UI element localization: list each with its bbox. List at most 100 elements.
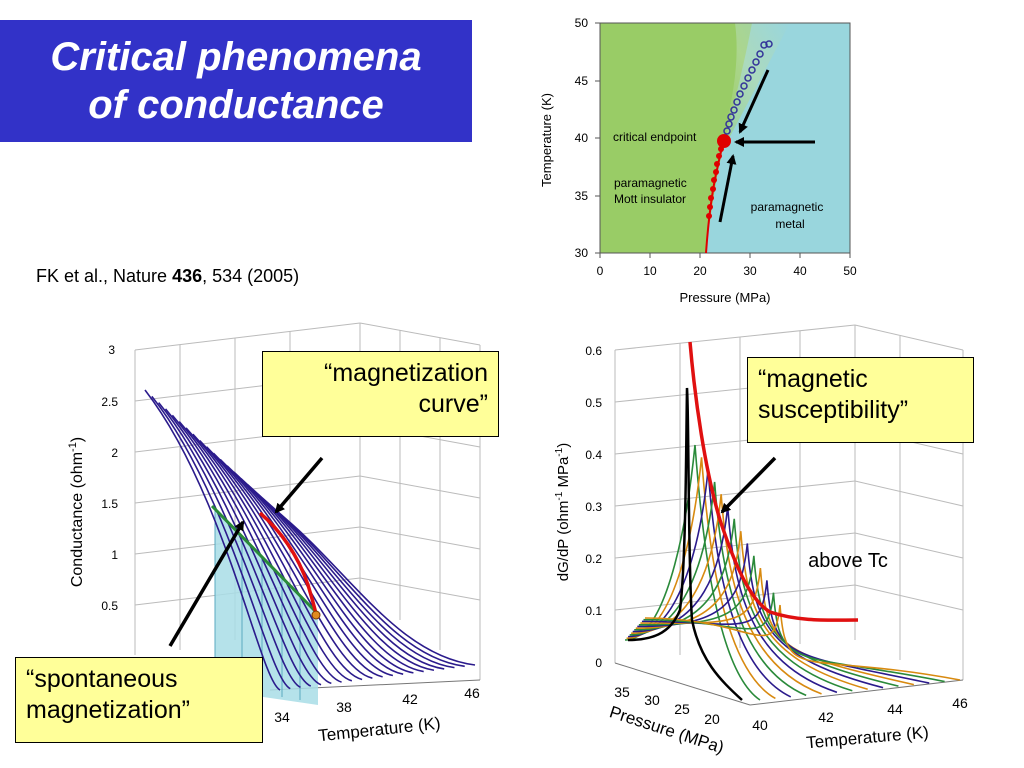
susceptibility-curve — [644, 604, 961, 681]
left-ylabel-sup: -1 — [67, 442, 79, 452]
conductance-curve — [226, 465, 404, 675]
susceptibility-curve — [629, 481, 807, 697]
right-xtick: 40 — [752, 717, 768, 733]
right-ptick: 35 — [614, 684, 630, 700]
callout-spontaneous-line2: magnetization” — [26, 696, 190, 724]
left-zticks: 3 2.5 2 1.5 1 0.5 — [101, 343, 118, 613]
arrow-to-susceptibility — [720, 456, 777, 514]
right-ztick: 0.1 — [585, 604, 602, 618]
metal-label-1: paramagnetic — [751, 200, 824, 214]
crossover-fade — [722, 23, 790, 140]
left-ztick: 0.5 — [101, 599, 118, 613]
right-ztick: 0.2 — [585, 552, 602, 566]
right-xtick: 44 — [887, 701, 903, 717]
callout-magnetic-susceptibility: “magnetic susceptibility” — [747, 357, 974, 443]
black-curve — [627, 387, 743, 701]
right-ylabel-sup1: -1 — [554, 491, 565, 500]
critical-point-dot — [311, 610, 321, 620]
citation-volume: 436 — [172, 266, 203, 286]
conductance-curve — [260, 496, 455, 669]
callout-susceptibility-line1: “magnetic — [758, 365, 868, 393]
phase-xtick: 20 — [693, 264, 707, 278]
conductance-curve — [164, 408, 312, 687]
critical-endpoint-marker — [717, 134, 731, 148]
right-ylabel-part1: dG/dP (ohm — [555, 501, 572, 582]
metal-label-2: metal — [775, 217, 804, 231]
phase-xtick: 0 — [597, 264, 604, 278]
arrow-to-spontaneous — [168, 520, 245, 647]
conductance-curve — [151, 395, 291, 690]
conductance-curve — [240, 477, 424, 673]
left-ztick: 2.5 — [101, 395, 118, 409]
left-ylabel-end: ) — [69, 437, 86, 442]
conductance-curve — [185, 427, 342, 683]
susceptibility-curve — [626, 457, 776, 700]
metal-region — [600, 23, 850, 253]
susceptibility-curves — [624, 444, 961, 701]
left-ylabel: Conductance (ohm-1) — [67, 437, 86, 587]
susceptibility-curve — [638, 555, 899, 687]
right-zticks: 0.6 0.5 0.4 0.3 0.2 0.1 0 — [585, 344, 602, 670]
red-magnetization-curve — [258, 511, 318, 615]
conductance-curve — [158, 402, 301, 689]
right-ztick: 0.4 — [585, 448, 602, 462]
callout-magnetization-line1: “magnetization — [324, 359, 488, 387]
susceptibility-curve — [634, 518, 853, 692]
right-ptick: 20 — [704, 711, 720, 727]
conductance-curve — [171, 414, 322, 686]
above-tc-label: above Tc — [808, 550, 888, 572]
phase-ytick: 40 — [575, 131, 589, 145]
right-ztick: 0.6 — [585, 344, 602, 358]
conductance-curve — [199, 439, 363, 681]
susceptibility-curve — [628, 469, 792, 698]
left-xtick: 42 — [402, 691, 418, 707]
phase-xtick: 50 — [843, 264, 857, 278]
callout-spontaneous-magnetization: “spontaneous magnetization” — [15, 657, 263, 743]
first-order-line — [705, 140, 725, 254]
phase-ticks — [595, 22, 851, 258]
phase-xtick-labels: 0 10 20 30 40 50 — [597, 264, 857, 278]
conductance-curve — [144, 389, 281, 691]
phase-ylabel: Temperature (K) — [539, 93, 554, 187]
right-ylabel-sup2: -1 — [554, 447, 565, 456]
left-ztick: 1.5 — [101, 497, 118, 511]
title-line-2: of conductance — [88, 83, 384, 127]
right-ylabel-part2: MPa — [555, 456, 572, 492]
left-xlabel: Temperature (K) — [317, 714, 441, 746]
right-ztick: 0.5 — [585, 396, 602, 410]
left-xticks: 34 38 42 46 — [274, 685, 480, 725]
susceptibility-curve — [624, 444, 761, 701]
insulator-label-2: Mott insulator — [614, 192, 686, 206]
conductance-curve — [206, 446, 373, 679]
left-xtick: 38 — [336, 699, 352, 715]
right-ztick: 0.3 — [585, 500, 602, 514]
right-ptick: 25 — [674, 701, 690, 717]
right-ptick: 30 — [644, 692, 660, 708]
phase-ytick: 45 — [575, 74, 589, 88]
susceptibility-curve — [631, 494, 822, 695]
right-xtick: 46 — [952, 695, 968, 711]
left-ztick: 2 — [111, 446, 118, 460]
callout-spontaneous-line1: “spontaneous — [26, 665, 178, 693]
citation-suffix: , 534 (2005) — [202, 266, 300, 286]
conductance-curve — [253, 490, 445, 670]
right-plabel: Pressure (MPa) — [607, 702, 726, 757]
phase-xtick: 30 — [743, 264, 757, 278]
right-ylabel-part3: ) — [555, 443, 572, 448]
conductance-curve — [247, 484, 435, 672]
susceptibility-curve — [635, 531, 868, 691]
susceptibility-curve — [632, 506, 838, 694]
conductance-curve — [212, 452, 383, 678]
susceptibility-curve — [640, 567, 915, 686]
conductance-curve — [274, 509, 476, 666]
slide-title: Critical phenomena of conductance — [0, 20, 472, 142]
conductance-curve — [219, 458, 394, 677]
left-ylabel-main: Conductance (ohm — [69, 452, 86, 587]
callout-magnetization-line2: curve” — [418, 390, 488, 418]
left-xtick: 34 — [274, 709, 290, 725]
phase-xtick: 40 — [793, 264, 807, 278]
conductance-curve — [192, 433, 353, 682]
right-pticks: 35 30 25 20 — [614, 684, 720, 727]
susceptibility-curve — [637, 543, 884, 689]
callout-magnetization-curve: “magnetization curve” — [262, 351, 499, 437]
